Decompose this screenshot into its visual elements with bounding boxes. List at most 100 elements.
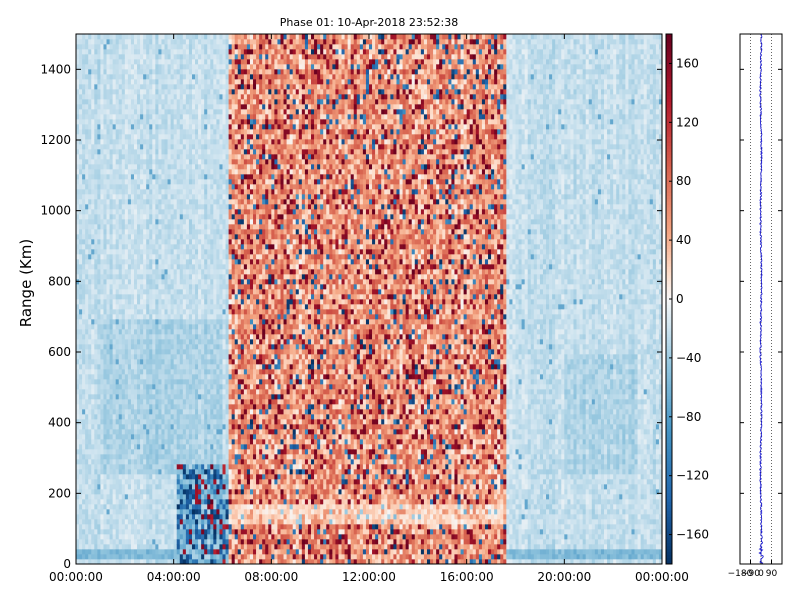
heatmap-cell [91, 164, 95, 170]
heatmap-cell [179, 74, 184, 80]
heatmap-cell [100, 489, 104, 495]
heatmap-cell [91, 249, 95, 255]
heatmap-cell [167, 514, 171, 520]
heatmap-cell [79, 64, 83, 70]
heatmap-cell [216, 549, 220, 555]
heatmap-cell [213, 109, 217, 115]
heatmap-cell [204, 184, 208, 190]
heatmap-cell [115, 189, 120, 195]
heatmap-cell [130, 439, 135, 445]
heatmap-cell [185, 284, 190, 290]
heatmap-cell [79, 184, 83, 190]
heatmap-cell [195, 144, 199, 150]
heatmap-cell [216, 119, 220, 125]
heatmap-cell [124, 454, 129, 460]
heatmap-cell [91, 519, 95, 525]
heatmap-cell [130, 334, 135, 340]
heatmap-cell [210, 494, 214, 500]
heatmap-cell [124, 114, 129, 120]
heatmap-cell [97, 469, 101, 475]
heatmap-cell [191, 314, 196, 320]
heatmap-cell [161, 174, 165, 180]
heatmap-cell [112, 119, 117, 125]
heatmap-cell [152, 184, 156, 190]
heatmap-cell [216, 109, 220, 115]
heatmap-cell [79, 54, 83, 60]
heatmap-cell [173, 109, 178, 115]
heatmap-cell [182, 179, 187, 185]
heatmap-cell [164, 539, 168, 545]
heatmap-cell [149, 184, 153, 190]
heatmap-cell [106, 409, 110, 415]
heatmap-cell [167, 164, 171, 170]
heatmap-cell [201, 169, 205, 175]
heatmap-cell [191, 169, 196, 175]
heatmap-cell [188, 84, 193, 90]
heatmap-cell [133, 34, 138, 40]
heatmap-cell [210, 134, 214, 140]
heatmap-cell [201, 209, 205, 215]
heatmap-cell [85, 199, 89, 205]
heatmap-cell [109, 349, 113, 355]
heatmap-cell [133, 209, 138, 215]
heatmap-cell [91, 159, 95, 165]
heatmap-cell [79, 554, 83, 560]
heatmap-cell [79, 269, 83, 275]
heatmap-cell [185, 379, 190, 385]
heatmap-cell [82, 234, 86, 240]
heatmap-cell [167, 49, 171, 55]
heatmap-cell [112, 64, 117, 70]
heatmap-cell [137, 359, 141, 365]
heatmap-cell [213, 99, 217, 105]
heatmap-cell [140, 119, 144, 125]
heatmap-cell [143, 459, 147, 465]
heatmap-cell [146, 394, 150, 400]
heatmap-cell [112, 204, 117, 210]
heatmap-cell [118, 84, 123, 90]
heatmap-cell [121, 104, 126, 110]
heatmap-cell [143, 339, 147, 345]
heatmap-cell [85, 54, 89, 60]
heatmap-cell [140, 429, 144, 435]
heatmap-cell [188, 129, 193, 135]
heatmap-cell [201, 524, 205, 530]
heatmap-cell [82, 214, 86, 220]
heatmap-cell [149, 444, 153, 450]
heatmap-cell [179, 534, 184, 540]
heatmap-cell [137, 164, 141, 170]
heatmap-cell [182, 44, 187, 50]
heatmap-cell [155, 389, 159, 395]
heatmap-cell [109, 119, 113, 125]
heatmap-cell [176, 234, 181, 240]
heatmap-cell [179, 339, 184, 345]
heatmap-cell [207, 104, 211, 110]
heatmap-cell [109, 539, 113, 545]
heatmap-cell [112, 309, 117, 315]
heatmap-cell [188, 429, 193, 435]
heatmap-cell [103, 254, 107, 260]
heatmap-cell [176, 294, 181, 300]
heatmap-cell [140, 34, 144, 40]
heatmap-cell [118, 109, 123, 115]
heatmap-cell [91, 524, 95, 530]
heatmap-cell [176, 274, 181, 280]
heatmap-cell [204, 239, 208, 245]
heatmap-cell [94, 464, 98, 470]
heatmap-cell [213, 314, 217, 320]
heatmap-cell [213, 124, 217, 130]
heatmap-cell [137, 419, 141, 425]
heatmap-cell [88, 139, 92, 145]
heatmap-cell [76, 139, 80, 145]
heatmap-cell [201, 509, 205, 515]
heatmap-cell [127, 214, 132, 220]
heatmap-cell [170, 79, 175, 85]
heatmap-cell [76, 59, 80, 65]
heatmap-cell [198, 204, 202, 210]
heatmap-cell [82, 334, 86, 340]
heatmap-cell [164, 209, 168, 215]
heatmap-cell [195, 49, 199, 55]
heatmap-cell [219, 529, 223, 535]
heatmap-cell [176, 219, 181, 225]
heatmap-cell [198, 99, 202, 105]
heatmap-cell [213, 504, 217, 510]
